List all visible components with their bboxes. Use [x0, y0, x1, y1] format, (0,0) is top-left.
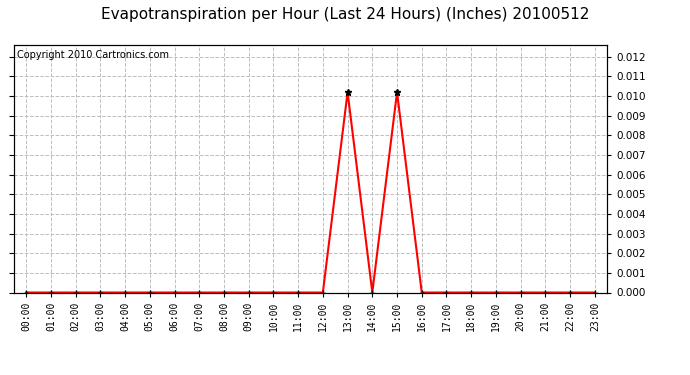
Text: Evapotranspiration per Hour (Last 24 Hours) (Inches) 20100512: Evapotranspiration per Hour (Last 24 Hou…: [101, 8, 589, 22]
Text: Copyright 2010 Cartronics.com: Copyright 2010 Cartronics.com: [17, 50, 169, 60]
